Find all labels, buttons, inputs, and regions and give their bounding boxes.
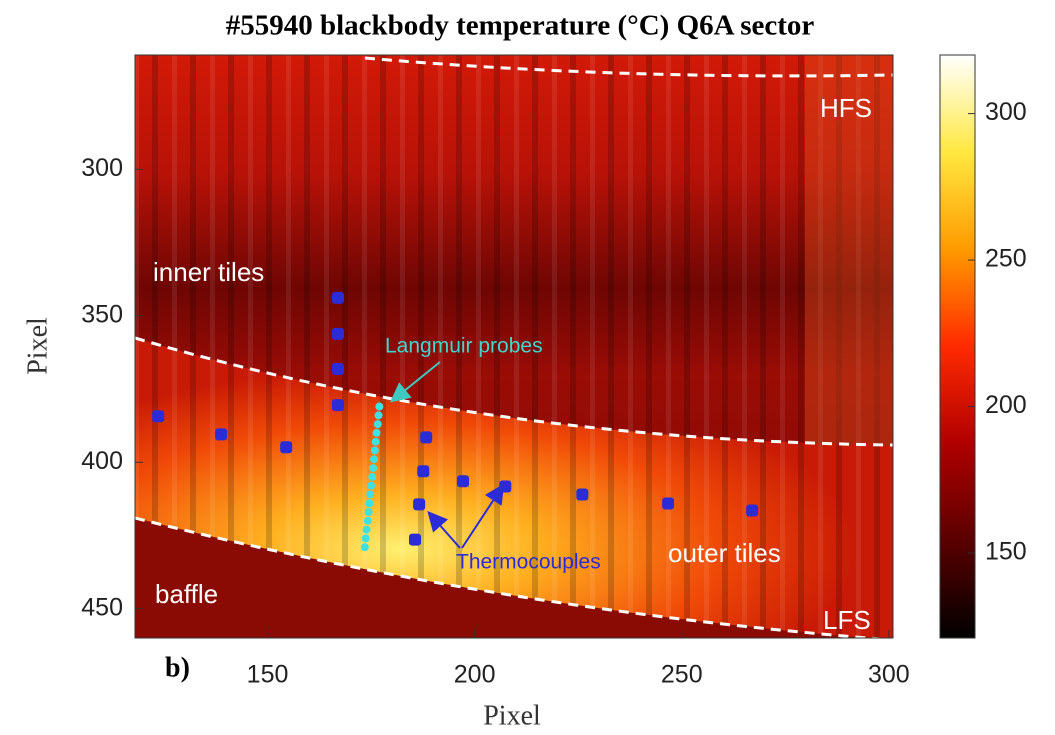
series-label: Langmuir probes [385,335,543,358]
langmuir-probe [369,464,378,473]
langmuir-probe [372,428,381,437]
y-tick-label: 450 [81,593,123,621]
langmuir-probe [374,411,383,420]
langmuir-probe [366,490,375,499]
chart-title: #55940 blackbody temperature (°C) Q6A se… [226,10,815,42]
thermocouple [215,428,228,441]
thermocouple [331,399,344,412]
thermocouple [499,480,512,493]
annotation: baffle [155,579,218,609]
annotation: LFS [823,605,871,635]
y-axis-label: Pixel [22,317,53,375]
annotation: outer tiles [668,538,781,568]
thermocouple [576,488,589,501]
colorbar-tick-label: 200 [985,391,1027,419]
thermocouple [420,431,433,444]
arrow [427,511,461,549]
thermocouple [409,533,422,546]
annotation: inner tiles [153,257,264,287]
x-tick-label: 250 [661,661,703,689]
thermocouple [746,504,759,517]
thermal-image [135,55,893,638]
langmuir-probe [368,472,377,481]
langmuir-probe [373,420,382,429]
y-tick-label: 300 [81,154,123,182]
colorbar-tick-label: 150 [985,538,1027,566]
arrow [389,361,441,403]
colorbar-tick-label: 250 [985,245,1027,273]
langmuir-probe [375,402,384,411]
thermocouple [331,327,344,340]
x-axis-label: Pixel [483,700,541,731]
langmuir-probe [369,455,378,464]
langmuir-probe [370,446,379,455]
thermocouple [457,475,470,488]
langmuir-probe [361,534,370,543]
plot-frame [134,54,894,639]
colorbar [939,54,976,639]
thermocouple [152,410,165,423]
x-tick-label: 200 [454,661,496,689]
panel-label: b) [165,652,190,683]
thermocouple [417,465,430,478]
langmuir-probe [363,516,372,525]
annotation: HFS [820,93,872,123]
thermocouple [413,498,426,511]
thermocouple [662,497,675,510]
langmuir-probe [367,481,376,490]
langmuir-probe [362,525,371,534]
langmuir-probe [365,499,374,508]
thermocouple [331,363,344,376]
x-tick-label: 300 [868,661,910,689]
langmuir-probe [360,543,369,552]
thermocouple [280,441,293,454]
langmuir-probe [371,437,380,446]
y-tick-label: 400 [81,447,123,475]
thermocouple [331,291,344,304]
langmuir-probe [364,508,373,517]
arrow [461,483,505,549]
x-tick-label: 150 [247,661,289,689]
y-tick-label: 350 [81,300,123,328]
colorbar-tick-label: 300 [985,98,1027,126]
series-label: Thermocouples [456,551,601,574]
